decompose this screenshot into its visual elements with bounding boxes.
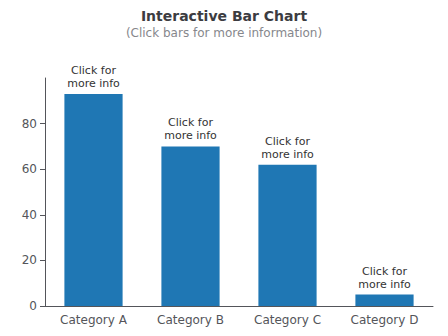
svg-text:Category B: Category B [157, 313, 224, 327]
svg-text:40: 40 [22, 208, 37, 222]
svg-text:Category D: Category D [351, 313, 419, 327]
svg-text:Click for: Click for [265, 135, 310, 148]
svg-text:20: 20 [22, 253, 37, 267]
svg-text:0: 0 [29, 299, 37, 313]
svg-text:Click for: Click for [71, 64, 116, 77]
svg-text:60: 60 [22, 162, 37, 176]
svg-text:Category A: Category A [60, 313, 128, 327]
svg-text:Click for: Click for [362, 265, 407, 278]
svg-text:80: 80 [22, 117, 37, 131]
svg-text:(Click bars for more informati: (Click bars for more information) [126, 26, 322, 40]
svg-text:more info: more info [164, 129, 217, 142]
svg-text:Category C: Category C [254, 313, 321, 327]
svg-text:more info: more info [67, 77, 120, 90]
svg-text:more info: more info [358, 278, 411, 291]
svg-text:Interactive Bar Chart: Interactive Bar Chart [141, 8, 307, 24]
svg-text:more info: more info [261, 148, 314, 161]
svg-text:Click for: Click for [168, 116, 213, 129]
